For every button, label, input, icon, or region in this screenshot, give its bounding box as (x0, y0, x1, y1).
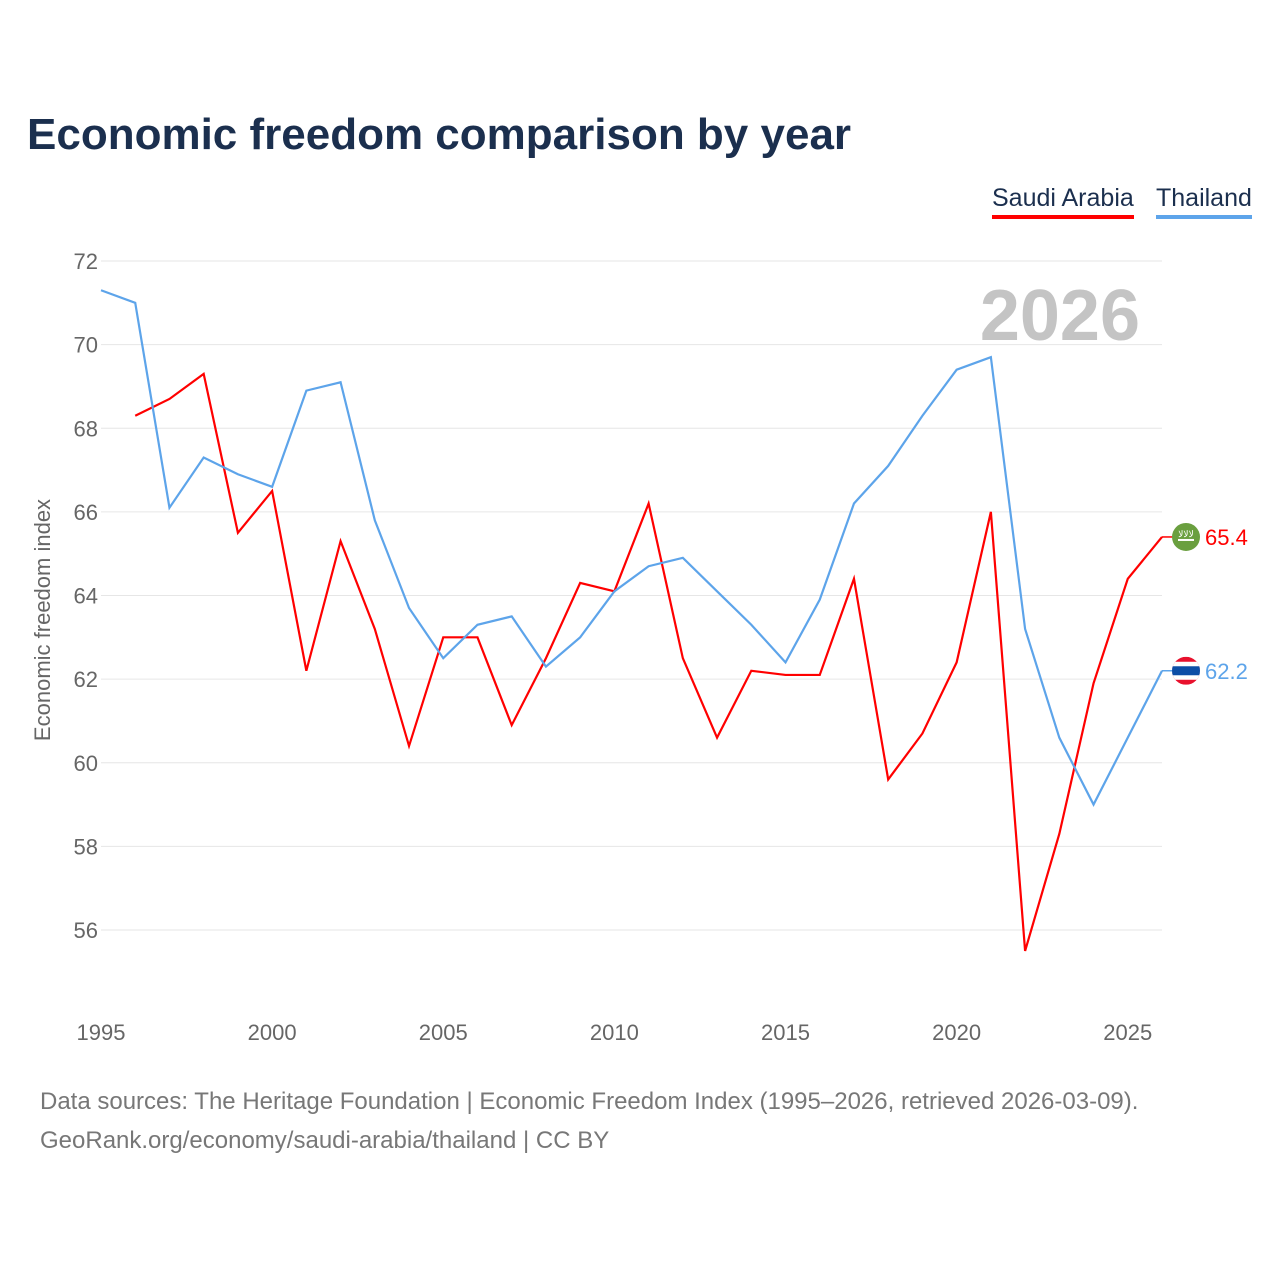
x-tick-label: 2010 (590, 1020, 639, 1045)
footer-sources: Data sources: The Heritage Foundation | … (40, 1088, 1139, 1115)
y-tick-label: 64 (74, 584, 98, 609)
y-tick-label: 70 (74, 333, 98, 358)
legend-thailand[interactable]: Thailand (1156, 184, 1252, 219)
year-watermark: 2026 (980, 276, 1140, 356)
legend-saudi-arabia[interactable]: Saudi Arabia (992, 184, 1134, 219)
y-tick-label: 72 (74, 249, 98, 274)
series-line-saudi-arabia (134, 372, 1163, 952)
x-tick-label: 2020 (932, 1020, 981, 1045)
footer-credit: GeoRank.org/economy/saudi-arabia/thailan… (40, 1127, 610, 1154)
saudi-arabia-flag-icon (1172, 522, 1200, 551)
thailand-flag-icon (1172, 656, 1200, 685)
y-tick-label: 58 (74, 834, 98, 859)
end-value-label: 65.4 (1205, 525, 1248, 550)
x-tick-label: 2005 (419, 1020, 468, 1045)
y-tick-label: 68 (74, 416, 98, 441)
y-tick-label: 60 (74, 751, 98, 776)
chart-title: Economic freedom comparison by year (27, 110, 852, 159)
flag-script: ﻻﻻﻻ (1178, 529, 1193, 539)
end-value-label: 62.2 (1205, 659, 1248, 684)
x-tick-label: 2000 (248, 1020, 297, 1045)
y-tick-label: 56 (74, 918, 98, 943)
y-axis-label: Economic freedom index (30, 499, 55, 741)
flag-sword (1178, 538, 1194, 541)
series-line-thailand (100, 289, 1163, 807)
x-tick-label: 2025 (1103, 1020, 1152, 1045)
y-tick-label: 66 (74, 500, 98, 525)
y-tick-label: 62 (74, 667, 98, 692)
x-tick-label: 2015 (761, 1020, 810, 1045)
x-tick-label: 1995 (77, 1020, 126, 1045)
